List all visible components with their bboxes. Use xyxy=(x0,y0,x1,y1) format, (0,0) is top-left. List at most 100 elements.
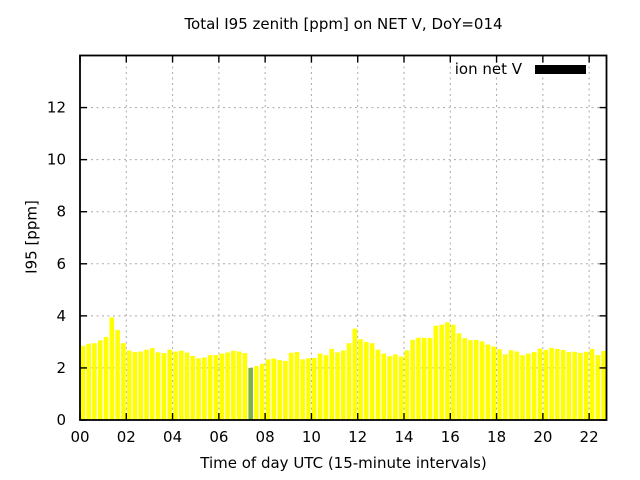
y-tick-label-2: 2 xyxy=(56,359,66,377)
bar-14:45 xyxy=(421,337,427,420)
bar-17:30 xyxy=(485,344,491,420)
bar-00:15 xyxy=(86,343,91,420)
bar-13:30 xyxy=(393,354,398,420)
legend: ion net V xyxy=(455,62,586,77)
legend-label: ion net V xyxy=(454,60,522,78)
bar-20:30 xyxy=(555,348,560,420)
bar-05:00 xyxy=(196,358,201,420)
bar-16:15 xyxy=(456,333,462,420)
bar-18:30 xyxy=(508,350,514,420)
x-tick-label-08: 08 xyxy=(256,428,275,446)
bar-17:45 xyxy=(491,346,496,420)
bar-17:00 xyxy=(474,340,479,420)
x-tick-label-14: 14 xyxy=(394,428,413,446)
bar-02:15 xyxy=(132,352,138,420)
bar-20:00 xyxy=(543,349,549,420)
bar-06:45 xyxy=(236,351,242,420)
bar-05:30 xyxy=(207,355,213,420)
bar-11:00 xyxy=(335,352,340,420)
bar-01:15 xyxy=(109,317,115,420)
bar-22:00 xyxy=(589,348,595,420)
bar-15:30 xyxy=(439,324,444,420)
bar-16:30 xyxy=(462,338,468,420)
bar-04:30 xyxy=(184,352,190,420)
y-tick-label-6: 6 xyxy=(56,255,66,273)
bar-16:45 xyxy=(468,340,473,420)
bar-15:45 xyxy=(445,322,450,420)
bar-11:45 xyxy=(352,328,358,420)
bar-19:00 xyxy=(520,355,525,420)
bar-22:15 xyxy=(595,355,601,420)
y-tick-label-4: 4 xyxy=(56,307,66,325)
bar-16:00 xyxy=(450,324,456,420)
axis-ticks xyxy=(79,55,607,421)
bar-19:45 xyxy=(537,348,543,420)
gridlines xyxy=(80,55,607,420)
bars xyxy=(80,317,606,420)
bar-04:00 xyxy=(173,351,178,420)
bar-21:45 xyxy=(583,351,589,420)
bar-01:45 xyxy=(121,343,126,420)
x-tick-label-04: 04 xyxy=(163,428,182,446)
bar-07:15 xyxy=(248,367,253,420)
bar-10:00 xyxy=(312,358,317,420)
bar-10:30 xyxy=(323,355,329,420)
x-tick-label-20: 20 xyxy=(533,428,552,446)
bar-01:30 xyxy=(115,330,120,420)
bar-18:00 xyxy=(497,349,502,420)
bar-00:30 xyxy=(92,343,97,420)
y-tick-label-12: 12 xyxy=(47,99,66,117)
bar-00:00 xyxy=(80,345,86,420)
bar-05:15 xyxy=(202,357,207,420)
x-tick-label-06: 06 xyxy=(209,428,228,446)
bar-14:15 xyxy=(410,339,415,420)
bar-12:00 xyxy=(358,339,363,420)
bar-07:45 xyxy=(259,363,265,420)
x-tick-label-02: 02 xyxy=(117,428,136,446)
bar-03:45 xyxy=(167,349,172,420)
bar-20:45 xyxy=(560,349,566,420)
x-tick-label-22: 22 xyxy=(580,428,599,446)
bar-02:00 xyxy=(126,350,132,420)
x-tick-label-12: 12 xyxy=(348,428,367,446)
bar-03:30 xyxy=(161,353,167,420)
bar-04:15 xyxy=(178,350,184,420)
bar-08:45 xyxy=(283,360,288,420)
bar-08:00 xyxy=(265,359,271,420)
bar-06:30 xyxy=(231,350,236,420)
bar-21:15 xyxy=(572,351,577,420)
bar-21:00 xyxy=(566,352,572,420)
bar-14:00 xyxy=(404,350,410,420)
bar-14:30 xyxy=(416,337,421,420)
bar-06:00 xyxy=(219,353,225,420)
bar-06:15 xyxy=(225,352,230,420)
bar-01:00 xyxy=(103,336,109,420)
y-tick-label-8: 8 xyxy=(56,203,66,221)
bar-09:45 xyxy=(306,358,311,420)
bar-09:00 xyxy=(288,352,294,420)
y-tick-label-10: 10 xyxy=(47,151,66,169)
bar-08:15 xyxy=(271,358,277,420)
x-tick-label-00: 00 xyxy=(70,428,89,446)
bar-21:30 xyxy=(578,352,583,420)
bar-22:30 xyxy=(601,351,606,420)
bar-05:45 xyxy=(213,355,219,420)
y-tick-label-0: 0 xyxy=(56,411,66,429)
bar-00:45 xyxy=(97,340,103,420)
bar-18:45 xyxy=(514,351,520,420)
bar-19:15 xyxy=(526,353,531,420)
x-tick-label-18: 18 xyxy=(487,428,506,446)
bar-11:15 xyxy=(340,350,346,420)
bar-02:45 xyxy=(144,349,149,420)
bar-09:30 xyxy=(300,359,306,420)
bar-13:00 xyxy=(381,353,387,420)
bar-12:30 xyxy=(369,343,375,420)
bar-10:45 xyxy=(329,348,334,420)
bar-07:00 xyxy=(242,353,248,420)
bar-18:15 xyxy=(502,354,508,420)
bar-15:00 xyxy=(427,337,433,420)
x-tick-label-10: 10 xyxy=(302,428,321,446)
